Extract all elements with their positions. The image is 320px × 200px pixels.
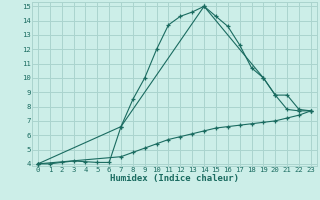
X-axis label: Humidex (Indice chaleur): Humidex (Indice chaleur) — [110, 174, 239, 183]
